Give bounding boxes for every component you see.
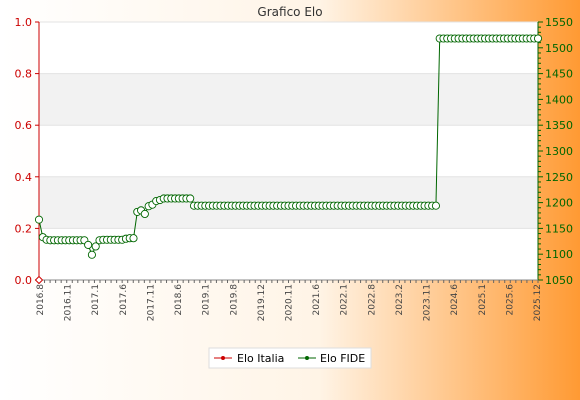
x-tick-label: 2017.6: [119, 284, 129, 316]
x-tick-label: 2019.8: [229, 284, 239, 316]
data-point-elo-fide: [91, 242, 100, 251]
x-tick-label: 2019.1: [202, 284, 212, 316]
x-tick-label: 2023.2: [395, 284, 405, 316]
x-tick-label: 2023.11: [423, 284, 433, 321]
legend: Elo Italia Elo FIDE: [208, 347, 372, 369]
x-tick-label: 2018.6: [174, 284, 184, 316]
legend-label-elo-fide: Elo FIDE: [320, 352, 365, 365]
chart-title: Grafico Elo: [257, 5, 322, 19]
data-point-elo-fide: [140, 209, 149, 219]
data-point-elo-fide: [533, 34, 543, 43]
x-tick-label: 2025.1: [478, 284, 488, 316]
left-tick-label: 0.2: [15, 222, 33, 235]
right-tick-label: 1300: [545, 145, 573, 158]
data-point-elo-fide: [129, 234, 138, 243]
right-tick-label: 1250: [545, 171, 573, 184]
x-tick-label: 2016.11: [64, 284, 74, 321]
right-tick-label: 1100: [545, 248, 573, 261]
legend-marker-elo-fide: [305, 356, 309, 360]
x-tick-label: 2016.8: [36, 284, 46, 316]
data-point-elo-fide: [34, 215, 44, 224]
x-tick-label: 2025.6: [505, 284, 515, 316]
x-tick-label: 2017.1: [91, 284, 101, 316]
right-tick-label: 1400: [545, 93, 573, 106]
x-tick-label: 2021.6: [312, 284, 322, 316]
data-point-elo-fide: [431, 201, 440, 210]
grid-band: [39, 73, 538, 126]
legend-marker-elo-italia: [221, 356, 225, 360]
left-tick-label: 0.0: [15, 274, 33, 287]
data-point-elo-fide: [84, 240, 93, 249]
x-tick-label: 2017.11: [146, 284, 156, 321]
right-tick-label: 1050: [545, 274, 573, 287]
right-tick-label: 1500: [545, 42, 573, 55]
x-tick-label: 2022.1: [340, 284, 350, 316]
left-tick-label: 0.4: [15, 171, 33, 184]
left-tick-label: 0.8: [15, 68, 33, 81]
right-tick-label: 1200: [545, 197, 573, 210]
x-tick-label: 2019.12: [257, 284, 267, 321]
left-tick-label: 0.6: [15, 119, 33, 132]
left-tick-label: 1.0: [15, 16, 33, 29]
x-tick-label: 2022.8: [367, 284, 377, 316]
data-point-elo-fide: [186, 194, 195, 203]
x-tick-label: 2025.12: [533, 284, 543, 321]
x-tick-label: 2024.6: [450, 284, 460, 316]
legend-label-elo-italia: Elo Italia: [237, 352, 284, 365]
right-tick-label: 1550: [545, 16, 573, 29]
right-tick-label: 1150: [545, 222, 573, 235]
legend-box: [208, 347, 372, 369]
right-tick-label: 1450: [545, 68, 573, 81]
x-tick-label: 2020.11: [285, 284, 295, 321]
data-point-elo-italia: [34, 275, 44, 285]
right-tick-label: 1350: [545, 119, 573, 132]
data-point-elo-fide: [87, 250, 96, 259]
